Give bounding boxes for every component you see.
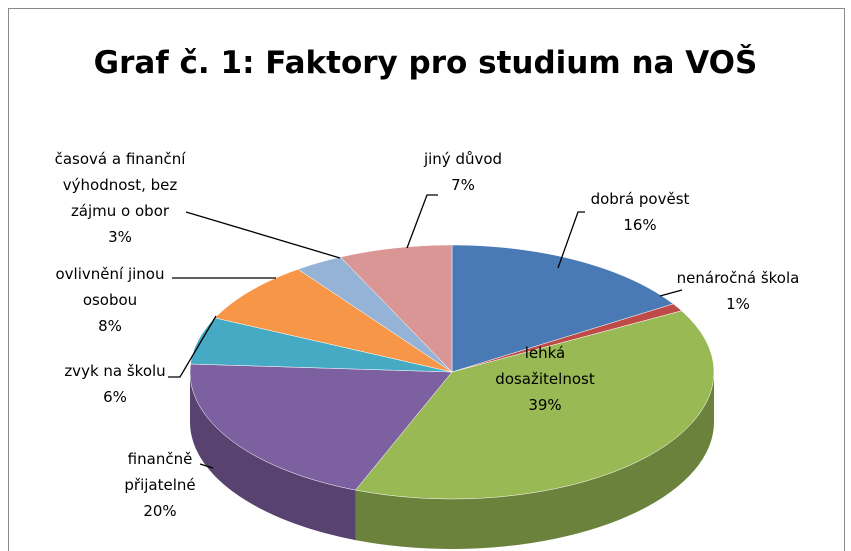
data-label: časová a finanční výhodnost, bez zájmu o… <box>50 146 190 250</box>
value-label: 20% <box>143 502 177 520</box>
category-label: finančně přijatelné <box>124 450 196 494</box>
slice <box>451 303 683 373</box>
leader-line <box>168 315 217 378</box>
slice <box>339 244 453 373</box>
category-label: ovlivnění jinou osobou <box>55 265 165 309</box>
category-label: nenáročná škola <box>676 269 800 287</box>
value-label: 16% <box>623 216 657 234</box>
category-label: dobrá pověst <box>590 190 690 208</box>
leader-line <box>659 289 683 297</box>
value-label: 8% <box>98 317 122 335</box>
value-label: 1% <box>726 295 750 313</box>
leader-line <box>185 211 341 259</box>
pie <box>189 244 715 549</box>
data-label: jiný důvod 7% <box>403 146 523 198</box>
data-label: nenáročná škola 1% <box>668 265 808 317</box>
value-label: 6% <box>103 388 127 406</box>
leader-line <box>199 463 214 469</box>
data-label: lehká dosažitelnost 39% <box>485 340 605 418</box>
leader-line <box>557 211 585 269</box>
slice <box>214 268 453 373</box>
slice <box>451 244 674 373</box>
slice-side <box>355 372 714 549</box>
data-label: zvyk na školu 6% <box>50 358 180 410</box>
category-label: zvyk na školu <box>64 362 166 380</box>
value-label: 39% <box>528 396 562 414</box>
value-label: 3% <box>108 228 132 246</box>
category-label: lehká dosažitelnost <box>495 344 595 388</box>
leader-line <box>406 194 438 249</box>
slice <box>355 310 715 500</box>
data-label: ovlivnění jinou osobou 8% <box>45 261 175 339</box>
category-label: jiný důvod <box>423 150 503 168</box>
chart-frame <box>8 8 845 551</box>
category-label: časová a finanční výhodnost, bez zájmu o… <box>54 150 186 220</box>
chart-title: Graf č. 1: Faktory pro studium na VOŠ <box>93 45 758 81</box>
slice-side <box>190 372 356 541</box>
leader-lines <box>168 194 683 469</box>
data-label: finančně přijatelné 20% <box>110 446 210 524</box>
data-label: dobrá pověst 16% <box>570 186 710 238</box>
slice <box>189 363 453 491</box>
value-label: 7% <box>451 176 475 194</box>
slice <box>297 256 453 373</box>
